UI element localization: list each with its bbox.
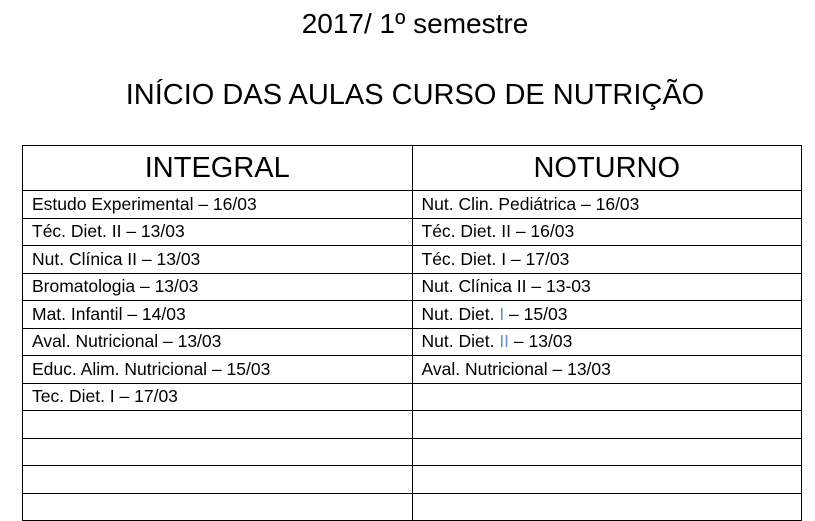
integral-cell — [22, 437, 413, 466]
table-row: Tec. Diet. I – 17/03 — [22, 382, 802, 411]
table-row — [22, 437, 802, 466]
table-row — [22, 492, 802, 521]
integral-cell — [22, 492, 413, 521]
integral-cell: Estudo Experimental – 16/03 — [22, 190, 413, 219]
noturno-cell-text: Téc. Diet. II – 16/03 — [421, 221, 575, 242]
integral-cell: Téc. Diet. II – 13/03 — [22, 217, 413, 246]
table-row: Estudo Experimental – 16/03 Nut. Clin. Pe… — [22, 190, 802, 219]
table-header-row: INTEGRAL NOTURNO — [22, 145, 802, 191]
page-title: 2017/ 1º semestre — [301, 8, 529, 39]
table-row: Nut. Clínica II – 13/03 Téc. Diet. I – 17… — [22, 245, 802, 274]
table-row — [22, 410, 802, 439]
integral-cell: Educ. Alim. Nutricional – 15/03 — [22, 355, 413, 384]
column-header-integral: INTEGRAL — [22, 145, 413, 191]
table-row — [22, 465, 802, 494]
table-row: Educ. Alim. Nutricional – 15/03 Aval. Nut… — [22, 355, 802, 384]
integral-cell — [22, 465, 413, 494]
noturno-cell — [411, 465, 802, 494]
integral-cell: Nut. Clínica II – 13/03 — [22, 245, 413, 274]
noturno-cell-text: II — [499, 331, 510, 352]
schedule-table: INTEGRAL NOTURNO Estudo Experimental – 1… — [22, 145, 802, 521]
noturno-cell: Nut. Clin. Pediátrica – 16/03 — [411, 190, 802, 219]
noturno-cell-text: Nut. Diet. — [421, 331, 500, 352]
noturno-cell: Nut. Clínica II – 13-03 — [411, 272, 802, 301]
noturno-cell: Téc. Diet. II – 16/03 — [411, 217, 802, 246]
table-row: Bromatologia – 13/03 Nut. Clínica II – 13… — [22, 272, 802, 301]
noturno-cell: Nut. Diet. II – 13/03 — [411, 327, 802, 356]
table-row: Téc. Diet. II – 13/03 Téc. Diet. II – 16/… — [22, 217, 802, 246]
noturno-cell — [411, 410, 802, 439]
noturno-cell-text: Nut. Diet. — [421, 303, 500, 324]
integral-cell — [22, 410, 413, 439]
page-subtitle: INÍCIO DAS AULAS CURSO DE NUTRIÇÃO — [125, 79, 705, 111]
integral-cell: Bromatologia – 13/03 — [22, 272, 413, 301]
noturno-cell-text: – 15/03 — [504, 303, 568, 324]
integral-cell: Aval. Nutricional – 13/03 — [22, 327, 413, 356]
noturno-cell: Téc. Diet. I – 17/03 — [411, 245, 802, 274]
integral-cell: Mat. Infantil – 14/03 — [22, 300, 413, 329]
noturno-cell-text: – 13/03 — [509, 331, 573, 352]
noturno-cell-text: Téc. Diet. I – 17/03 — [421, 248, 570, 269]
column-header-noturno: NOTURNO — [411, 145, 802, 191]
noturno-cell — [411, 437, 802, 466]
integral-cell: Tec. Diet. I – 17/03 — [22, 382, 413, 411]
noturno-cell-text: I — [499, 303, 505, 324]
noturno-cell — [411, 492, 802, 521]
noturno-cell: Aval. Nutricional – 13/03 — [411, 355, 802, 384]
noturno-cell — [411, 382, 802, 411]
noturno-cell-text: Nut. Clin. Pediátrica – 16/03 — [421, 193, 640, 214]
table-row: Aval. Nutricional – 13/03 Nut. Diet. II –… — [22, 327, 802, 356]
noturno-cell-text: Aval. Nutricional – 13/03 — [421, 358, 611, 379]
noturno-cell-text: Nut. Clínica II – 13-03 — [421, 276, 591, 297]
table-row: Mat. Infantil – 14/03 Nut. Diet. I – 15/0… — [22, 300, 802, 329]
noturno-cell: Nut. Diet. I – 15/03 — [411, 300, 802, 329]
